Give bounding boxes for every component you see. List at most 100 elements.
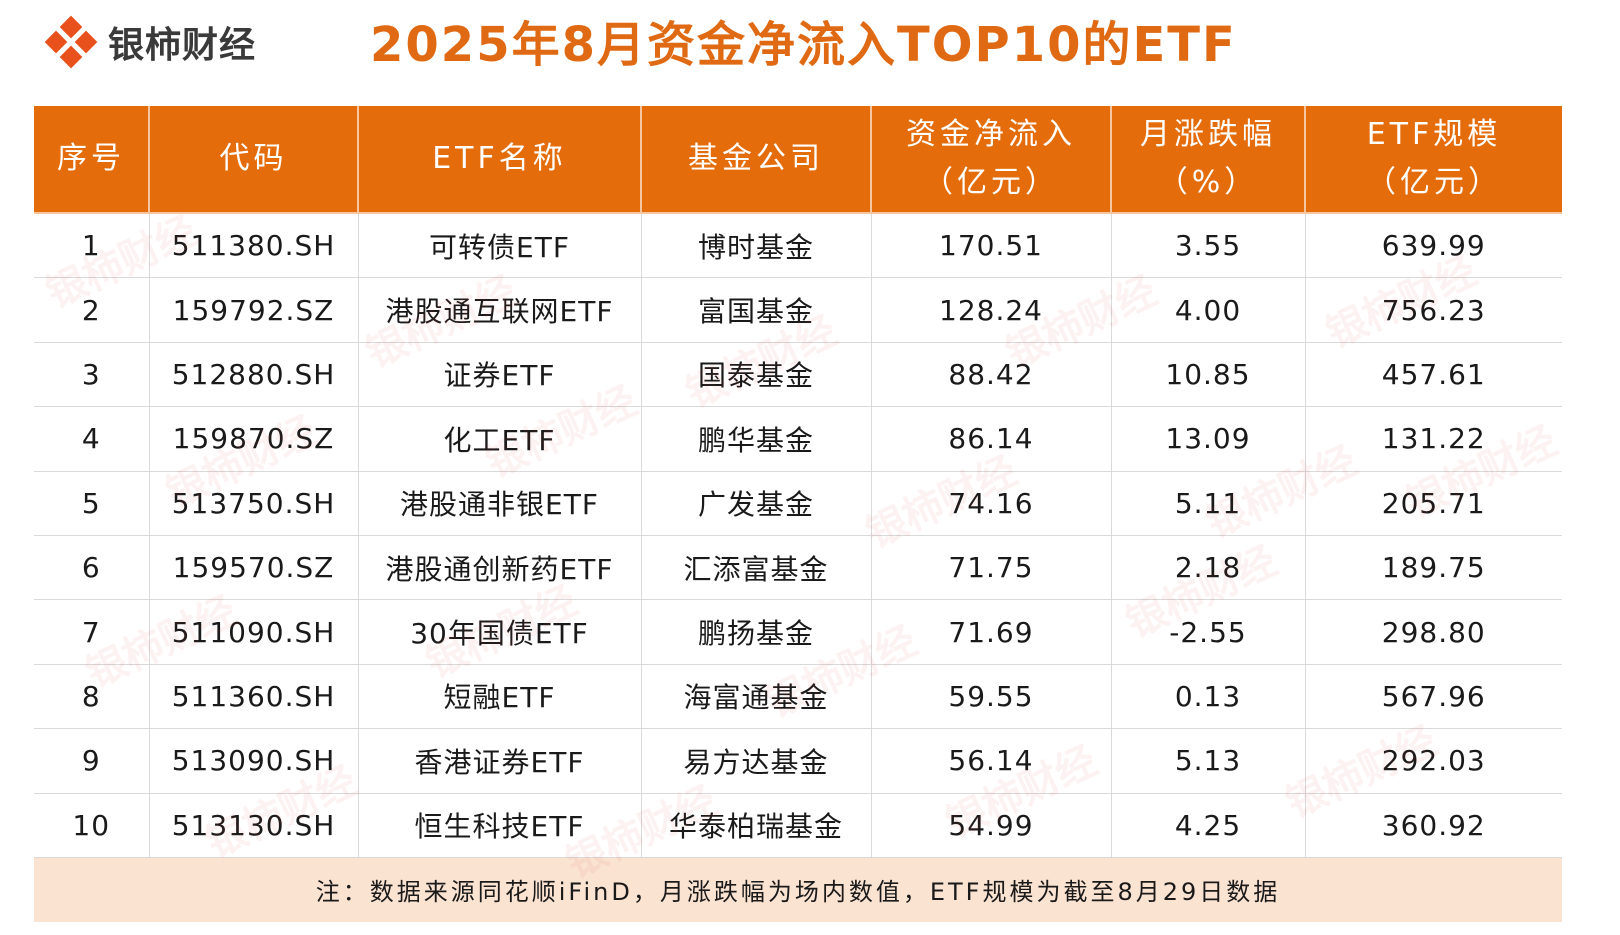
header-label: 基金公司 [688, 141, 824, 176]
cell-fund-company: 博时基金 [641, 213, 872, 279]
cell-fund-company: 汇添富基金 [641, 535, 872, 601]
header-etf-name: ETF名称 [358, 106, 642, 214]
header-fund-company: 基金公司 [641, 106, 872, 214]
cell-etf-size: 360.92 [1305, 793, 1562, 858]
cell-index: 5 [34, 471, 150, 536]
cell-etf-name: 港股通互联网ETF [358, 277, 642, 343]
table-body: 1 511380.SH 可转债ETF 博时基金 170.51 3.55 639.99 2 159… [34, 213, 1562, 858]
header-index: 序号 [34, 106, 150, 214]
cell-fund-company: 富国基金 [641, 277, 872, 343]
cell-code: 513130.SH [149, 793, 359, 858]
cell-code: 513090.SH [149, 728, 359, 794]
table-row: 8 511360.SH 短融ETF 海富通基金 59.55 0.13 567.96 [34, 664, 1562, 730]
header-net-inflow: 资金净流入 （亿元） [871, 106, 1112, 214]
cell-net-inflow: 88.42 [871, 342, 1112, 408]
cell-fund-company: 华泰柏瑞基金 [641, 793, 872, 858]
header-monthly-change: 月涨跌幅 （%） [1111, 106, 1306, 214]
cell-net-inflow: 56.14 [871, 728, 1112, 794]
cell-etf-name: 30年国债ETF [358, 599, 642, 665]
cell-code: 159792.SZ [149, 277, 359, 343]
table-row: 5 513750.SH 港股通非银ETF 广发基金 74.16 5.11 205.71 [34, 471, 1562, 536]
cell-etf-name: 短融ETF [358, 664, 642, 730]
cell-etf-name: 可转债ETF [358, 213, 642, 279]
cell-monthly-change: 2.18 [1111, 535, 1306, 601]
page-title: 2025年8月资金净流入TOP10的ETF [370, 17, 1237, 73]
cell-index: 3 [34, 342, 150, 408]
etf-table-container: 序号 代码 ETF名称 基金公司 资金净流入 （亿元） 月涨跌幅 （%） ETF规模 （亿元） 1… [34, 106, 1562, 922]
cell-fund-company: 鹏华基金 [641, 406, 872, 472]
table-row: 3 512880.SH 证券ETF 国泰基金 88.42 10.85 457.61 [34, 342, 1562, 408]
cell-monthly-change: 5.13 [1111, 728, 1306, 794]
cell-etf-name: 化工ETF [358, 406, 642, 472]
cell-code: 513750.SH [149, 471, 359, 536]
cell-etf-size: 639.99 [1305, 213, 1562, 279]
cell-index: 1 [34, 213, 150, 279]
header-etf-size: ETF规模 （亿元） [1305, 106, 1562, 214]
cell-etf-size: 292.03 [1305, 728, 1562, 794]
cell-etf-size: 131.22 [1305, 406, 1562, 472]
cell-net-inflow: 71.75 [871, 535, 1112, 601]
cell-monthly-change: 0.13 [1111, 664, 1306, 730]
cell-monthly-change: 4.00 [1111, 277, 1306, 343]
header-label: 资金净流入 [906, 117, 1076, 152]
cell-monthly-change: 10.85 [1111, 342, 1306, 408]
cell-monthly-change: 4.25 [1111, 793, 1306, 858]
etf-inflow-table: 序号 代码 ETF名称 基金公司 资金净流入 （亿元） 月涨跌幅 （%） ETF规模 （亿元） 1… [34, 106, 1562, 922]
brand-logo: 银柿财经 [44, 14, 256, 70]
cell-index: 6 [34, 535, 150, 601]
cell-net-inflow: 170.51 [871, 213, 1112, 279]
header-unit: （%） [1157, 165, 1259, 200]
table-row: 2 159792.SZ 港股通互联网ETF 富国基金 128.24 4.00 756.23 [34, 277, 1562, 343]
cell-net-inflow: 71.69 [871, 599, 1112, 665]
cell-etf-size: 457.61 [1305, 342, 1562, 408]
cell-monthly-change: -2.55 [1111, 599, 1306, 665]
header-label: ETF名称 [432, 141, 567, 176]
cell-etf-name: 港股通非银ETF [358, 471, 642, 536]
cell-code: 511360.SH [149, 664, 359, 730]
cell-fund-company: 海富通基金 [641, 664, 872, 730]
table-row: 10 513130.SH 恒生科技ETF 华泰柏瑞基金 54.99 4.25 360.92 [34, 793, 1562, 858]
cell-etf-name: 证券ETF [358, 342, 642, 408]
header-unit: （亿元） [923, 165, 1059, 200]
header-label: 月涨跌幅 [1140, 117, 1276, 152]
table-row: 4 159870.SZ 化工ETF 鹏华基金 86.14 13.09 131.22 [34, 406, 1562, 472]
logo-diamond-icon [44, 15, 98, 69]
cell-etf-name: 恒生科技ETF [358, 793, 642, 858]
cell-index: 8 [34, 664, 150, 730]
cell-fund-company: 鹏扬基金 [641, 599, 872, 665]
cell-index: 2 [34, 277, 150, 343]
cell-net-inflow: 59.55 [871, 664, 1112, 730]
table-row: 9 513090.SH 香港证券ETF 易方达基金 56.14 5.13 292.03 [34, 728, 1562, 794]
cell-code: 512880.SH [149, 342, 359, 408]
table-header-row: 序号 代码 ETF名称 基金公司 资金净流入 （亿元） 月涨跌幅 （%） ETF规模 （亿元） [34, 106, 1562, 214]
cell-net-inflow: 54.99 [871, 793, 1112, 858]
cell-etf-name: 港股通创新药ETF [358, 535, 642, 601]
cell-index: 4 [34, 406, 150, 472]
cell-etf-size: 756.23 [1305, 277, 1562, 343]
cell-monthly-change: 5.11 [1111, 471, 1306, 536]
cell-etf-size: 298.80 [1305, 599, 1562, 665]
table-row: 6 159570.SZ 港股通创新药ETF 汇添富基金 71.75 2.18 189.75 [34, 535, 1562, 601]
cell-fund-company: 易方达基金 [641, 728, 872, 794]
brand-name: 银柿财经 [108, 25, 257, 66]
header-code: 代码 [149, 106, 359, 214]
table-row: 7 511090.SH 30年国债ETF 鹏扬基金 71.69 -2.55 298.80 [34, 599, 1562, 665]
cell-etf-size: 189.75 [1305, 535, 1562, 601]
cell-net-inflow: 128.24 [871, 277, 1112, 343]
cell-monthly-change: 3.55 [1111, 213, 1306, 279]
cell-etf-size: 567.96 [1305, 664, 1562, 730]
header-label: 代码 [219, 141, 288, 176]
cell-fund-company: 国泰基金 [641, 342, 872, 408]
cell-fund-company: 广发基金 [641, 471, 872, 536]
cell-index: 7 [34, 599, 150, 665]
data-source-note: 注：数据来源同花顺iFinD，月涨跌幅为场内数值，ETF规模为截至8月29日数据 [34, 857, 1562, 922]
cell-etf-name: 香港证券ETF [358, 728, 642, 794]
cell-net-inflow: 86.14 [871, 406, 1112, 472]
cell-code: 511380.SH [149, 213, 359, 279]
cell-net-inflow: 74.16 [871, 471, 1112, 536]
header-unit: （亿元） [1366, 165, 1502, 200]
header-label: ETF规模 [1366, 117, 1502, 152]
cell-etf-size: 205.71 [1305, 471, 1562, 536]
cell-monthly-change: 13.09 [1111, 406, 1306, 472]
header-label: 序号 [57, 141, 125, 176]
